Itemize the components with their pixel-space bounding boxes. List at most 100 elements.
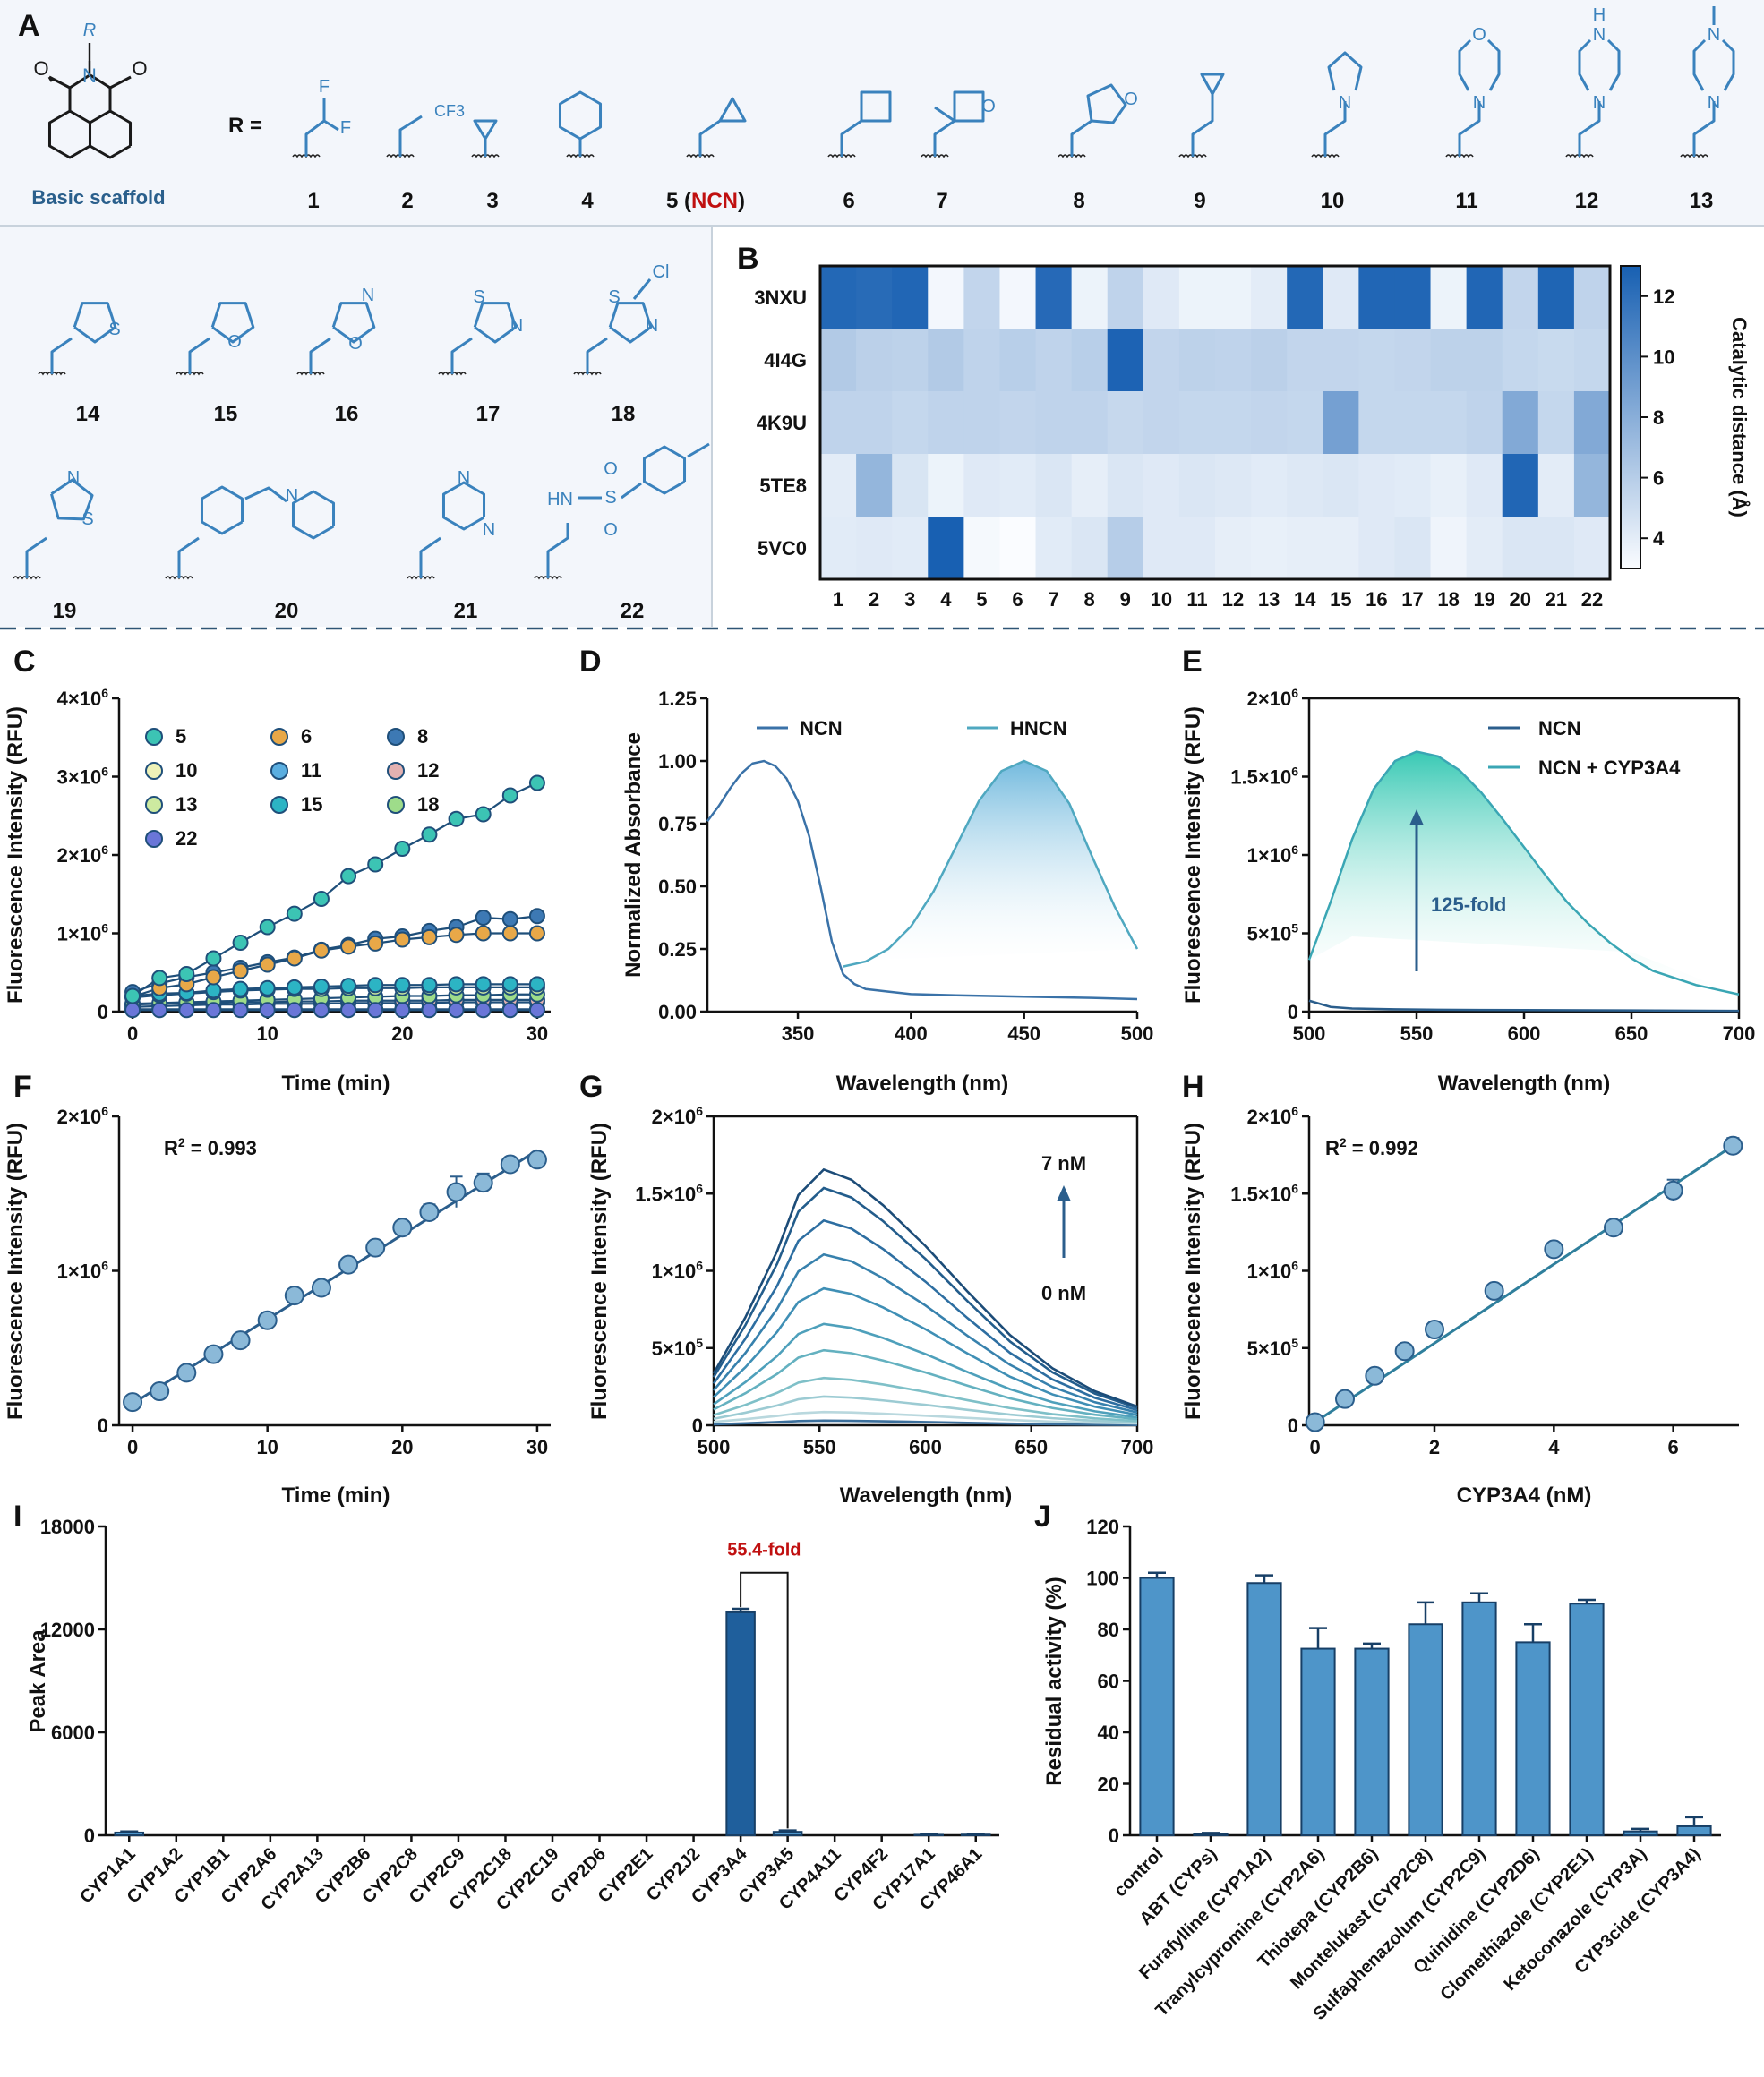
data-point <box>313 979 330 995</box>
x-tick-label: 350 <box>782 1022 815 1045</box>
bond <box>73 302 117 344</box>
compound-number: 17 <box>476 402 501 426</box>
spectrum-curve <box>713 1252 1138 1414</box>
heatmap-row-label: 5VC0 <box>758 537 807 560</box>
legend-label: NCN <box>800 717 843 739</box>
heatmap-col-label: 21 <box>1546 588 1567 611</box>
data-point <box>475 1002 492 1019</box>
heatmap-col-label: 11 <box>1186 588 1207 611</box>
x-axis-label: CYP3A4 (nM) <box>1457 1483 1592 1508</box>
bond <box>188 337 210 374</box>
heatmap-col-label: 5 <box>976 588 987 611</box>
data-point <box>501 925 518 942</box>
heatmap-cell <box>1502 454 1539 517</box>
y-tick-label: 2×106 <box>652 1104 704 1128</box>
y-tick-label: 0 <box>1288 1415 1298 1437</box>
compound-number: 8 <box>1073 189 1084 213</box>
bond <box>642 445 687 495</box>
data-point <box>475 925 492 942</box>
data-point <box>528 908 545 925</box>
heatmap-cell <box>1394 266 1432 329</box>
data-point <box>421 826 438 843</box>
heatmap-col-label: 3 <box>904 588 915 611</box>
y-tick-label: 0.50 <box>658 876 697 898</box>
heatmap-cell <box>820 454 857 517</box>
bar <box>772 1831 803 1836</box>
heatmap-border <box>818 264 1612 581</box>
atom-label: O <box>1472 25 1486 45</box>
legend-label: 5 <box>176 725 186 748</box>
x-tick-label: 550 <box>803 1436 836 1458</box>
panel-letter-i: I <box>13 1500 21 1534</box>
heatmap-cell <box>1573 329 1611 392</box>
bond <box>586 337 608 374</box>
bar <box>1676 1825 1712 1836</box>
y-tick-label: 1×106 <box>57 1259 109 1283</box>
heatmap-cell <box>1573 517 1611 580</box>
heatmap-cell <box>1215 329 1252 392</box>
heatmap-col-label: 9 <box>1120 588 1131 611</box>
bond <box>687 442 710 458</box>
panel-letter-c: C <box>13 645 36 679</box>
heatmap-cell <box>1071 517 1109 580</box>
y-tick-label: 5×105 <box>652 1336 704 1360</box>
x-axis-label: Wavelength (nm) <box>840 1483 1012 1508</box>
bar <box>1515 1641 1551 1836</box>
compound-10: N <box>1311 51 1363 158</box>
data-point <box>257 1310 278 1330</box>
heatmap-cell <box>1323 517 1359 580</box>
data-point <box>232 962 249 979</box>
heatmap-cell <box>1143 329 1180 392</box>
legend-item: 11 <box>270 759 321 782</box>
data-point <box>340 1002 357 1019</box>
spectrum-curve <box>712 1167 1138 1408</box>
y-axis-label: Residual activity (%) <box>1042 1577 1066 1785</box>
data-point <box>178 1002 195 1019</box>
heatmap-cell <box>1215 517 1252 580</box>
heatmap-col-label: 18 <box>1437 588 1459 611</box>
bond <box>50 337 73 374</box>
heatmap-cell <box>1394 517 1432 580</box>
heatmap-cell <box>1143 454 1180 517</box>
bond <box>69 73 90 90</box>
y-tick-label: 1.5×106 <box>635 1181 703 1205</box>
y-tick-label: 5×105 <box>1247 1336 1299 1360</box>
x-tick-label: 30 <box>527 1436 548 1458</box>
bond <box>1721 38 1735 91</box>
exponent: 6 <box>1291 842 1298 857</box>
data-point <box>286 950 303 967</box>
data-point <box>1604 1218 1623 1238</box>
data-point <box>448 976 465 993</box>
data-point <box>178 966 195 982</box>
data-point <box>1723 1135 1743 1156</box>
heatmap-col-label: 22 <box>1581 588 1603 611</box>
bond <box>200 485 244 535</box>
data-point <box>313 1002 330 1019</box>
atom-label: O <box>604 459 618 479</box>
heatmap-cell <box>1573 266 1611 329</box>
heatmap-cell <box>1502 517 1539 580</box>
hncn-area <box>843 761 1137 967</box>
x-tick-label: 6 <box>1668 1436 1679 1458</box>
bond <box>450 337 473 374</box>
x-tick-label: 10 <box>256 1436 278 1458</box>
r2-label: R2 = 0.993 <box>164 1135 257 1159</box>
legend-label: 10 <box>176 759 197 782</box>
fold-annotation: 125-fold <box>1431 893 1506 916</box>
bond <box>244 486 287 503</box>
atom-label: N <box>510 316 523 336</box>
heatmap-cell <box>999 454 1037 517</box>
bond <box>309 337 331 374</box>
legend-label: 11 <box>301 759 321 782</box>
heatmap-cell <box>892 454 929 517</box>
compound-15: O <box>176 302 255 376</box>
heatmap-cell <box>1071 454 1109 517</box>
compound-5 <box>686 97 747 158</box>
atom-label: N <box>483 520 495 540</box>
heatmap-col-label: 13 <box>1258 588 1280 611</box>
naphthalimide-scaffold: N O O R <box>33 21 148 159</box>
heatmap-cell <box>1466 329 1503 392</box>
exponent: 6 <box>696 1259 703 1273</box>
data-point <box>203 1344 224 1364</box>
